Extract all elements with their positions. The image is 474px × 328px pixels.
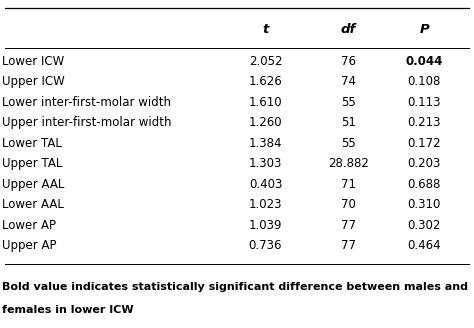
Text: 77: 77: [341, 218, 356, 232]
Text: females in lower ICW: females in lower ICW: [2, 305, 134, 315]
Text: 70: 70: [341, 198, 356, 211]
Text: 2.052: 2.052: [249, 54, 282, 68]
Text: 0.203: 0.203: [408, 157, 441, 170]
Text: 1.384: 1.384: [249, 136, 282, 150]
Text: 0.736: 0.736: [249, 239, 282, 252]
Text: 55: 55: [341, 136, 356, 150]
Text: 1.260: 1.260: [249, 116, 282, 129]
Text: Lower AAL: Lower AAL: [2, 198, 64, 211]
Text: Upper AP: Upper AP: [2, 239, 57, 252]
Text: 1.039: 1.039: [249, 218, 282, 232]
Text: 0.213: 0.213: [408, 116, 441, 129]
Text: df: df: [341, 23, 356, 36]
Text: 1.303: 1.303: [249, 157, 282, 170]
Text: 51: 51: [341, 116, 356, 129]
Text: Lower ICW: Lower ICW: [2, 54, 64, 68]
Text: 77: 77: [341, 239, 356, 252]
Text: 0.688: 0.688: [408, 177, 441, 191]
Text: 0.044: 0.044: [406, 54, 443, 68]
Text: 1.626: 1.626: [248, 75, 283, 88]
Text: Bold value indicates statistically significant difference between males and: Bold value indicates statistically signi…: [2, 282, 468, 292]
Text: 28.882: 28.882: [328, 157, 369, 170]
Text: 0.113: 0.113: [408, 95, 441, 109]
Text: 0.403: 0.403: [249, 177, 282, 191]
Text: P: P: [419, 23, 429, 36]
Text: 55: 55: [341, 95, 356, 109]
Text: Lower AP: Lower AP: [2, 218, 56, 232]
Text: 0.108: 0.108: [408, 75, 441, 88]
Text: 1.023: 1.023: [249, 198, 282, 211]
Text: Lower TAL: Lower TAL: [2, 136, 62, 150]
Text: 74: 74: [341, 75, 356, 88]
Text: 0.464: 0.464: [408, 239, 441, 252]
Text: 0.172: 0.172: [408, 136, 441, 150]
Text: 76: 76: [341, 54, 356, 68]
Text: 0.310: 0.310: [408, 198, 441, 211]
Text: t: t: [262, 23, 269, 36]
Text: Upper TAL: Upper TAL: [2, 157, 63, 170]
Text: 1.610: 1.610: [249, 95, 282, 109]
Text: 0.302: 0.302: [408, 218, 441, 232]
Text: 71: 71: [341, 177, 356, 191]
Text: Upper ICW: Upper ICW: [2, 75, 65, 88]
Text: Upper inter-first-molar width: Upper inter-first-molar width: [2, 116, 172, 129]
Text: Upper AAL: Upper AAL: [2, 177, 65, 191]
Text: Lower inter-first-molar width: Lower inter-first-molar width: [2, 95, 172, 109]
